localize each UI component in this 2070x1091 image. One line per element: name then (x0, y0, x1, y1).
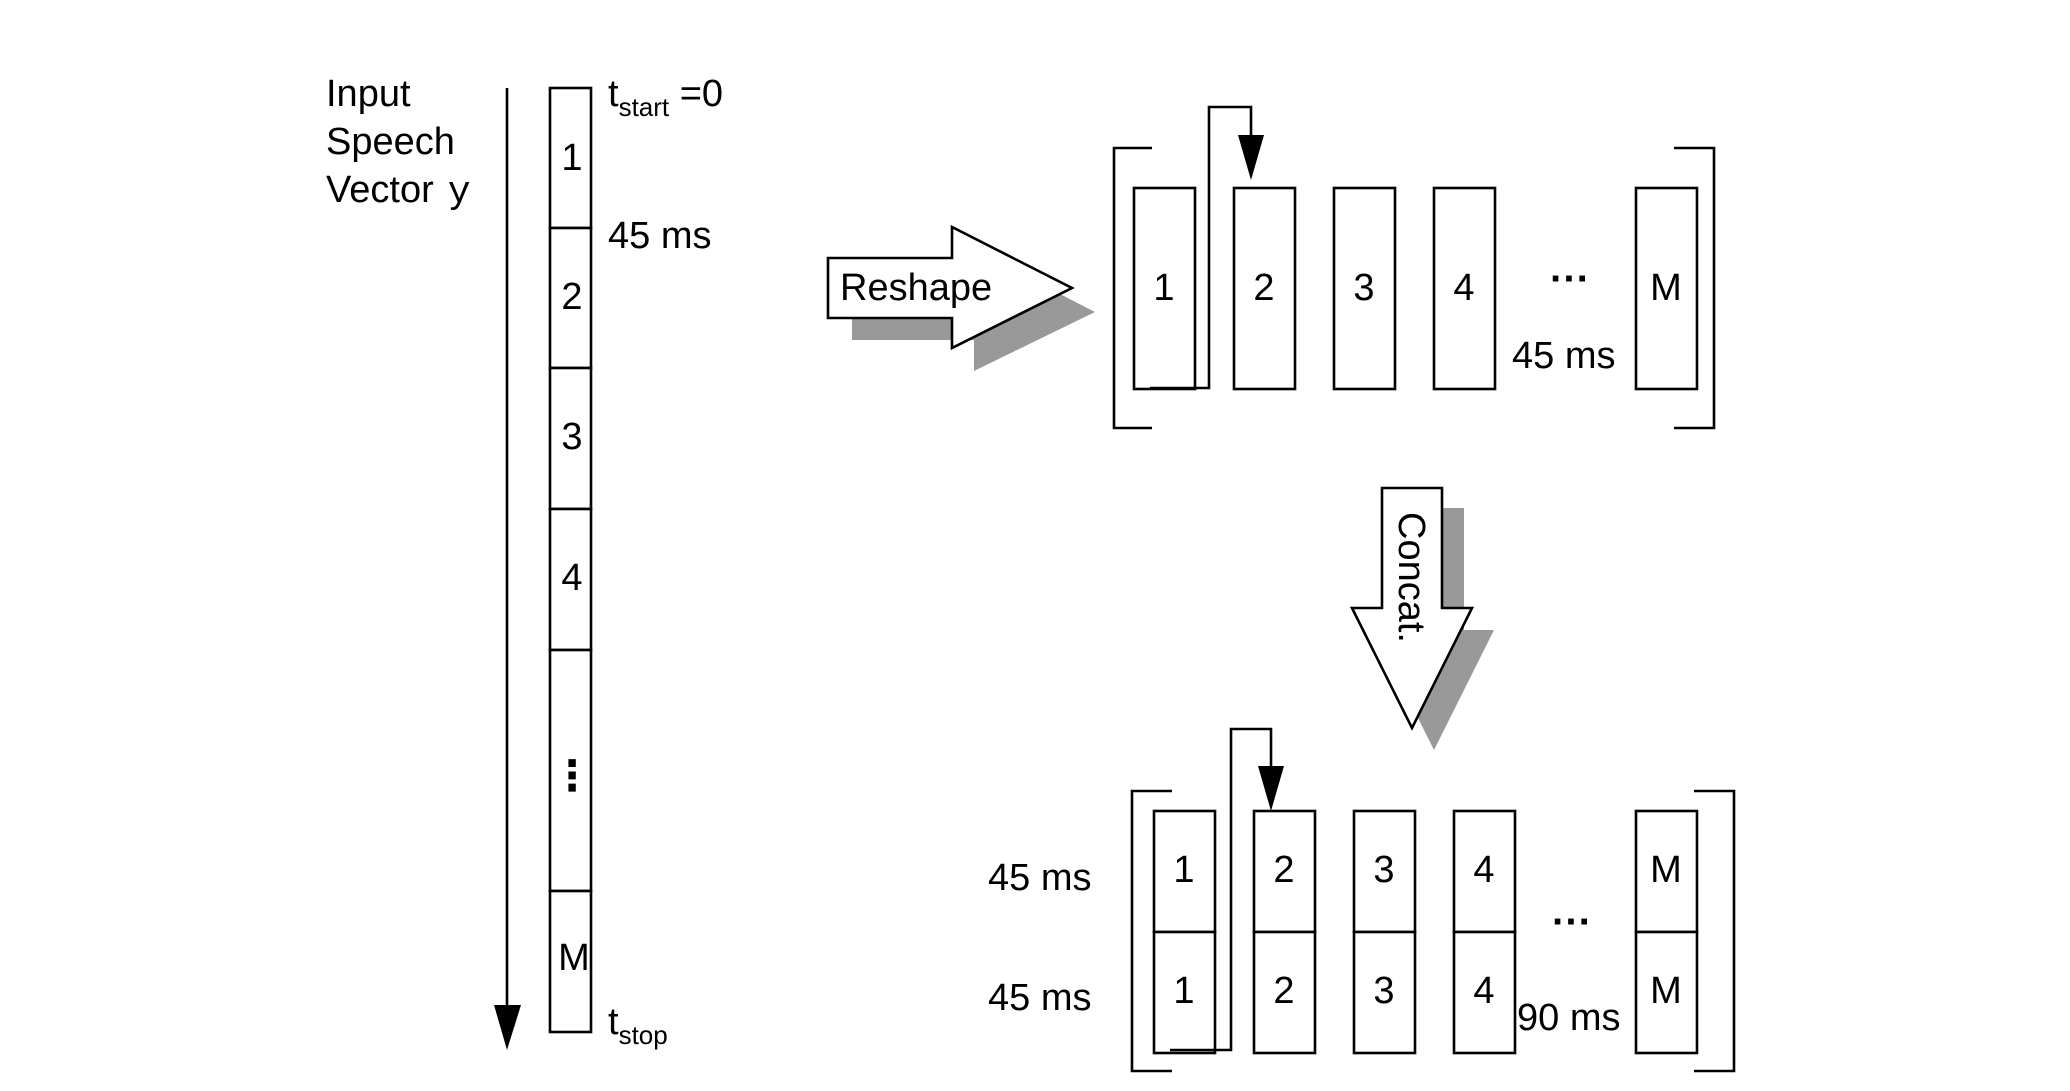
matrix-cell-label: M (1650, 970, 1682, 1012)
matrix-column (1232, 186, 1297, 391)
input-segment (548, 648, 593, 893)
matrix-cell-label: 2 (1273, 849, 1294, 891)
input-vector: 1 2 3 4 ⋮ M (548, 86, 593, 1034)
input-segment-ellipsis: ⋮ (551, 752, 593, 799)
concat-connector-arrowhead-icon (1258, 766, 1284, 811)
matrix-ellipsis: ··· (1550, 257, 1590, 301)
concat-label: Concat. (1390, 512, 1432, 643)
matrix-right-bracket (1674, 146, 1716, 430)
matrix-cell-label: 4 (1473, 970, 1494, 1012)
input-segment-label: 4 (561, 557, 582, 599)
matrix-cell (1152, 930, 1217, 1055)
matrix-column (1332, 186, 1397, 391)
matrix-column (1634, 186, 1699, 391)
matrix-column-label: 1 (1153, 267, 1174, 309)
input-label-vector-word: Vector (326, 169, 434, 211)
matrix-cell (1352, 930, 1417, 1055)
row-duration-label: 45 ms (988, 857, 1091, 899)
concat-connector-line (1170, 727, 1273, 1052)
input-segment-label: 1 (561, 137, 582, 179)
matrix-right-bracket (1694, 789, 1736, 1073)
reshape-connector-arrowhead-icon (1238, 135, 1264, 180)
t-start-label: tstart =0 (608, 73, 723, 122)
reshape-connector-line (1150, 105, 1253, 390)
matrix-cell-label: 3 (1373, 970, 1394, 1012)
matrix-cell-label: M (1650, 849, 1682, 891)
matrix-cell (1352, 809, 1417, 934)
reshaped-matrix: 1 2 3 4 M ··· 45 ms (1112, 105, 1716, 430)
input-segment-label: 2 (561, 276, 582, 318)
matrix-cell (1452, 930, 1517, 1055)
matrix-column-label: M (1650, 267, 1682, 309)
matrix-left-bracket (1112, 146, 1152, 430)
matrix-cell (1634, 809, 1699, 934)
matrix-column-label: 2 (1253, 267, 1274, 309)
matrix-column (1432, 186, 1497, 391)
input-segment (548, 889, 593, 1034)
matrix-cell-label: 2 (1273, 970, 1294, 1012)
matrix-cell (1452, 809, 1517, 934)
concatenated-matrix: 1 1 2 2 3 3 4 4 M M ··· 45 ms 45 ms 90 m… (988, 727, 1736, 1073)
input-segment-label: M (558, 937, 590, 979)
reshape-label: Reshape (840, 267, 992, 309)
matrix-column (1132, 186, 1197, 391)
input-label-line3: Vector y (326, 169, 471, 214)
total-duration-label: 90 ms (1517, 997, 1620, 1039)
matrix-left-bracket (1130, 789, 1172, 1073)
input-vector-symbol: y (448, 171, 471, 214)
row-duration-label: 45 ms (988, 977, 1091, 1019)
input-label-line2: Speech (326, 121, 455, 163)
matrix-cell-label: 4 (1473, 849, 1494, 891)
matrix-column-label: 3 (1353, 267, 1374, 309)
concat-arrow-icon (1349, 486, 1475, 731)
input-segment (548, 226, 593, 370)
input-label-line1: Input (326, 73, 411, 115)
matrix-cell-label: 3 (1373, 849, 1394, 891)
matrix-cell (1634, 930, 1699, 1055)
matrix-cell (1252, 809, 1317, 934)
matrix-ellipsis: ··· (1552, 900, 1592, 944)
matrix-cell (1252, 930, 1317, 1055)
t-stop-label: tstop (608, 1001, 668, 1050)
matrix-cell-label: 1 (1173, 970, 1194, 1012)
column-duration-label: 45 ms (1512, 335, 1615, 377)
matrix-cell-label: 1 (1173, 849, 1194, 891)
time-axis-arrowhead-icon (494, 1005, 521, 1050)
reshape-arrow-icon (826, 224, 1075, 351)
input-segment-label: 3 (561, 416, 582, 458)
segment-duration-label: 45 ms (608, 215, 711, 257)
matrix-column-label: 4 (1453, 267, 1474, 309)
